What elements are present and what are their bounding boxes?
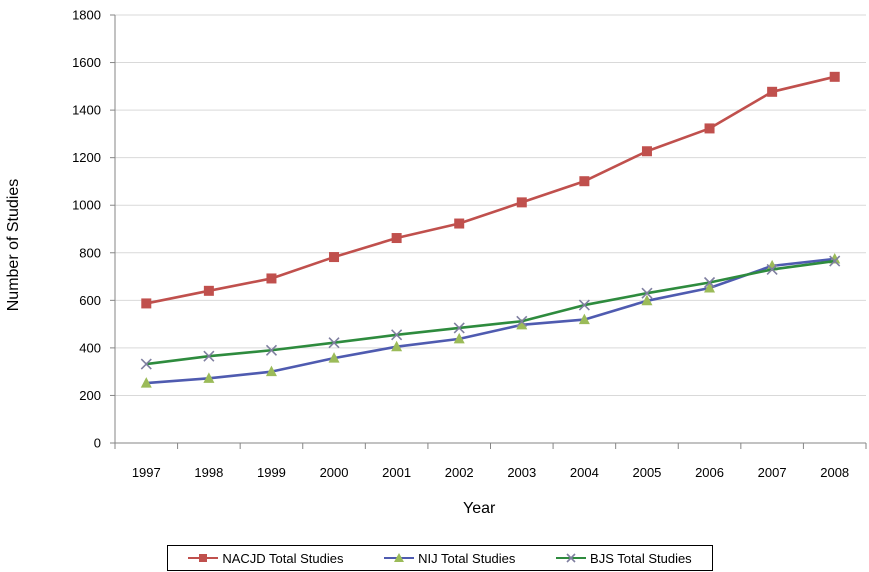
data-point-triangle: [453, 332, 465, 344]
data-point-x-stroke: [140, 358, 152, 370]
x-tick-label: 2007: [758, 465, 787, 480]
data-point-x-stroke: [578, 299, 590, 311]
data-point-square: [266, 273, 277, 284]
data-point-x-stroke: [453, 322, 465, 334]
x-tick-label: 2001: [382, 465, 411, 480]
x-tick-label: 2008: [820, 465, 849, 480]
y-tick-label: 1400: [72, 103, 101, 118]
data-point-triangle: [516, 318, 528, 330]
y-tick-label: 0: [94, 436, 101, 451]
legend-swatch-bjs: [556, 553, 587, 563]
data-point-triangle: [578, 313, 590, 325]
legend: NACJD Total Studies NIJ Total Studies BJ…: [167, 545, 713, 571]
y-tick-label: 1200: [72, 150, 101, 165]
data-point-square: [579, 176, 590, 187]
legend-item-nij: NIJ Total Studies: [384, 551, 515, 566]
y-tick-label: 1800: [72, 8, 101, 23]
data-point-triangle: [203, 372, 215, 383]
y-tick-label: 600: [79, 293, 101, 308]
legend-item-bjs: BJS Total Studies: [556, 551, 692, 566]
x-tick-label: 1997: [132, 465, 161, 480]
data-point-triangle: [391, 340, 403, 352]
y-axis-label: Number of Studies: [5, 178, 22, 312]
data-point-x: [829, 255, 841, 267]
data-point-x-stroke: [641, 287, 653, 299]
legend-label-nij: NIJ Total Studies: [418, 550, 516, 566]
data-point-x: [391, 329, 403, 341]
data-point-x: [641, 287, 653, 299]
data-point-x: [703, 276, 716, 289]
x-tick-label: 2000: [320, 465, 349, 480]
x-tick-label: 2006: [695, 465, 724, 480]
data-point-x-stroke: [703, 276, 716, 289]
data-point-x: [453, 322, 465, 334]
data-point-triangle: [140, 377, 152, 388]
data-point-x-stroke: [829, 255, 841, 267]
x-tick-label: 2003: [507, 465, 536, 480]
y-tick-label: 800: [79, 245, 101, 260]
x-tick-label: 1999: [257, 465, 286, 480]
data-point-x: [203, 350, 215, 362]
data-point-x-stroke: [391, 329, 403, 341]
data-point-x: [766, 263, 778, 275]
series-line-2: [146, 259, 835, 366]
data-point-x-stroke: [265, 344, 278, 356]
legend-item-nacjd: NACJD Total Studies: [188, 551, 343, 566]
data-point-x: [265, 344, 278, 356]
legend-swatch-nacjd: [188, 554, 219, 562]
data-point-square: [454, 218, 465, 229]
y-tick-label: 200: [79, 388, 101, 403]
data-point-triangle: [704, 281, 716, 293]
data-point-x-stroke: [328, 337, 340, 349]
data-point-square: [141, 298, 152, 309]
data-point-triangle: [328, 352, 340, 363]
data-point-x: [578, 299, 590, 311]
data-point-square: [829, 71, 840, 82]
data-point-square: [203, 285, 214, 296]
data-point-triangle: [265, 365, 277, 377]
legend-swatch-nij: [384, 553, 415, 562]
data-point-x: [140, 358, 152, 370]
x-tick-label: 1998: [194, 465, 223, 480]
series-line-1: [146, 257, 835, 385]
data-point-square: [329, 252, 340, 263]
data-point-x-stroke: [203, 350, 215, 362]
series-line-0: [146, 75, 836, 305]
data-point-triangle: [641, 294, 653, 306]
data-point-square: [641, 146, 652, 157]
data-point-x: [516, 315, 528, 327]
data-point-square: [704, 123, 715, 134]
y-tick-label: 1600: [72, 55, 101, 70]
legend-label-nacjd: NACJD Total Studies: [222, 550, 344, 566]
y-tick-label: 1000: [72, 198, 101, 213]
x-tick-label: 2004: [570, 465, 599, 480]
x-tick-label: 2005: [632, 465, 661, 480]
y-tick-label: 400: [79, 340, 101, 355]
data-point-square: [391, 233, 402, 244]
x-tick-label: 2002: [445, 465, 474, 480]
data-point-square: [516, 197, 527, 208]
data-point-x: [328, 337, 340, 349]
data-point-square: [767, 86, 778, 97]
x-axis-label: Year: [463, 500, 496, 517]
legend-label-bjs: BJS Total Studies: [590, 550, 692, 566]
data-point-x-stroke: [516, 315, 528, 327]
data-point-x-stroke: [766, 263, 778, 275]
